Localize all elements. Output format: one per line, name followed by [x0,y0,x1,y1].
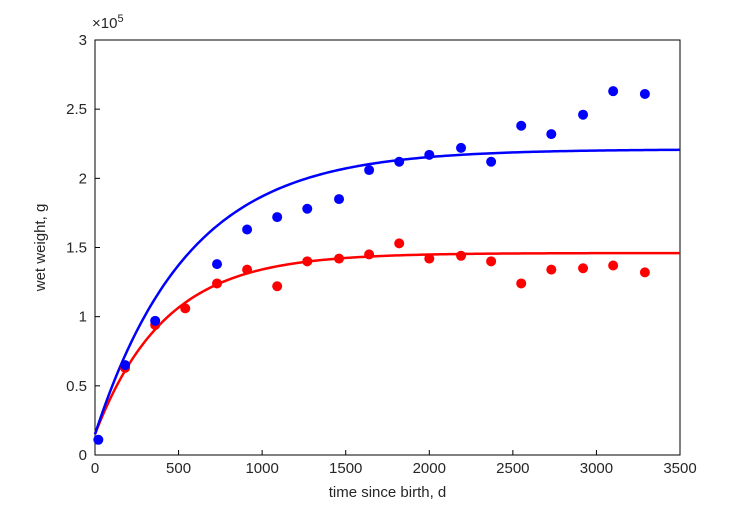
y-tick-label: 2 [79,170,87,187]
x-tick-label: 1500 [329,460,362,477]
red-point [640,267,650,277]
red-point [212,278,222,288]
blue-point [334,194,344,204]
blue-point [120,360,130,370]
y-tick-label: 0 [79,447,87,464]
blue-point [394,157,404,167]
growth-chart: 0 500 1000 1500 2000 2500 3000 3500 0 0.5 1 1.5 2 2.5… [0,0,729,521]
red-point [272,281,282,291]
red-fit-line [95,253,680,434]
blue-point [302,204,312,214]
x-tick-label: 3500 [663,460,696,477]
blue-point [93,435,103,445]
x-axis-label: time since birth, d [329,484,447,501]
blue-point [608,86,618,96]
red-point [242,265,252,275]
y-tick-label: 1 [79,309,87,326]
blue-point [456,143,466,153]
red-point [456,251,466,261]
y-axis-label: wet weight, g [32,204,49,293]
red-point [364,249,374,259]
x-tick-label: 2000 [413,460,446,477]
blue-point [516,121,526,131]
blue-point [640,89,650,99]
blue-point [212,259,222,269]
blue-point [150,316,160,326]
red-point [302,256,312,266]
red-point [516,278,526,288]
blue-point [364,165,374,175]
blue-point [486,157,496,167]
blue-point [578,110,588,120]
blue-point [242,225,252,235]
y-tick-label: 1.5 [66,240,87,257]
red-point [578,263,588,273]
blue-fit-line [95,150,680,434]
y-tick-label: 2.5 [66,101,87,118]
red-point [486,256,496,266]
x-tick-label: 3000 [580,460,613,477]
y-tick-label: 3 [79,32,87,49]
red-point [394,238,404,248]
blue-point [546,129,556,139]
x-tick-label: 1000 [245,460,278,477]
y-exponent: ×105 [92,13,124,32]
red-point [180,303,190,313]
red-point [608,260,618,270]
y-tick-label: 0.5 [66,378,87,395]
plot-box [95,40,680,455]
x-tick-label: 2500 [496,460,529,477]
red-point [334,254,344,264]
chart-svg: 0 500 1000 1500 2000 2500 3000 3500 0 0.5 1 1.5 2 2.5… [0,0,729,521]
red-point [546,265,556,275]
blue-point [272,212,282,222]
x-tick-label: 0 [91,460,99,477]
blue-point [424,150,434,160]
red-point [424,254,434,264]
x-tick-label: 500 [166,460,191,477]
